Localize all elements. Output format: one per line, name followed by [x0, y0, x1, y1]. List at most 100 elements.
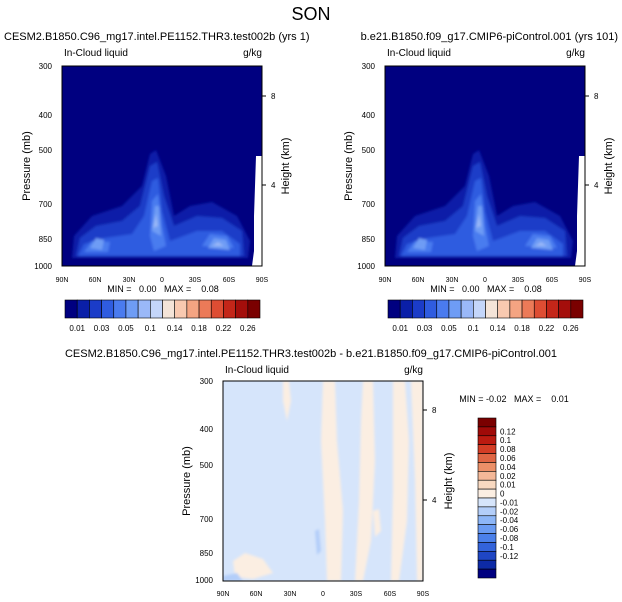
colorbar-swatch	[477, 435, 497, 445]
colorbar-label: 0.18	[514, 324, 530, 333]
panel-c-field	[223, 381, 423, 581]
panel-a-xtick: 90S	[256, 277, 269, 284]
panel-b-ytick: 700	[362, 200, 376, 209]
panel-c-field-label: In-Cloud liquid	[225, 365, 289, 376]
panel-b-ytick: 850	[362, 235, 376, 244]
colorbar-label: 0.1	[468, 324, 480, 333]
colorbar-swatch	[509, 299, 523, 319]
panel-a-stats: MIN = 0.00 MAX = 0.08	[107, 284, 219, 294]
colorbar-swatch	[521, 299, 535, 319]
panel-b-stats: MIN = 0.00 MAX = 0.08	[430, 284, 542, 294]
panel-a-right-tick: 4	[271, 181, 276, 190]
colorbar-label: 0.04	[500, 463, 516, 472]
colorbar-swatch	[424, 299, 438, 319]
colorbar-swatch	[546, 299, 559, 319]
panel-a-ylabel-right: Height (km)	[280, 138, 292, 195]
colorbar-label: -0.01	[500, 498, 519, 507]
colorbar-swatch	[558, 299, 572, 319]
colorbar-swatch	[387, 299, 401, 319]
panel-a-colorbar: 0.01 0.03 0.05 0.1 0.14 0.18 0.22 0.26	[64, 299, 261, 333]
colorbar-label: -0.12	[500, 552, 519, 561]
panel-c-xtick: 60N	[250, 591, 263, 598]
panel-b-plot	[385, 66, 585, 266]
colorbar-label: -0.08	[500, 534, 519, 543]
panel-b-xtick: 90S	[579, 277, 592, 284]
colorbar-swatch	[477, 417, 497, 428]
panel-b-ytick: 400	[362, 111, 376, 120]
colorbar-swatch	[64, 299, 78, 319]
colorbar-swatch	[76, 299, 90, 319]
colorbar-swatch	[186, 299, 200, 319]
colorbar-swatch	[247, 299, 261, 319]
colorbar-swatch	[235, 299, 249, 319]
panel-b-xtick: 60N	[412, 277, 425, 284]
colorbar-swatch	[477, 471, 497, 481]
colorbar-label: 0.22	[539, 324, 555, 333]
panel-b-right-tick: 4	[594, 181, 599, 190]
colorbar-swatch	[477, 524, 497, 534]
colorbar-label: 0.03	[94, 324, 110, 333]
panel-b-field-label: In-Cloud liquid	[387, 48, 451, 59]
colorbar-swatch	[137, 299, 151, 319]
panel-a-x-axis: 90N 60N 30N 0 30S 60S 90S	[56, 277, 269, 284]
colorbar-swatch	[477, 444, 497, 454]
panel-c-colorbar: 0.120.10.080.060.040.020.010-0.01-0.02-0…	[477, 417, 519, 579]
colorbar-label: 0	[500, 490, 505, 499]
panel-a-field	[62, 66, 262, 266]
colorbar-swatch	[198, 299, 212, 319]
colorbar-label: 0.1	[500, 436, 512, 445]
colorbar-swatch	[89, 299, 102, 319]
colorbar-swatch	[162, 299, 175, 319]
colorbar-swatch	[570, 299, 584, 319]
colorbar-label: 0.26	[240, 324, 256, 333]
colorbar-label: 0.08	[500, 445, 516, 454]
panel-a-title: CESM2.B1850.C96_mg17.intel.PE1152.THR3.t…	[4, 31, 310, 43]
panel-a-xtick: 30N	[123, 277, 136, 284]
panel-c-ytick: 500	[200, 461, 214, 470]
colorbar-swatch	[477, 497, 497, 508]
colorbar-label: 0.01	[69, 324, 85, 333]
panel-b-xtick: 90N	[379, 277, 392, 284]
panel-a-ytick: 700	[39, 200, 53, 209]
colorbar-swatch	[477, 568, 497, 579]
colorbar-swatch	[533, 299, 547, 319]
colorbar-swatch	[477, 533, 497, 543]
panel-c-ylabel-right: Height (km)	[443, 453, 455, 510]
panel-b-xtick: 60S	[546, 277, 559, 284]
colorbar-swatch	[477, 559, 497, 570]
panel-b-xtick: 30N	[446, 277, 459, 284]
colorbar-swatch	[101, 299, 115, 319]
colorbar-swatch	[473, 299, 486, 319]
colorbar-swatch	[477, 515, 497, 525]
panel-a-ytick: 300	[39, 62, 53, 71]
panel-a: CESM2.B1850.C96_mg17.intel.PE1152.THR3.t…	[4, 31, 310, 333]
colorbar-swatch	[460, 299, 474, 319]
panel-b-x-axis: 90N 60N 30N 0 30S 60S 90S	[379, 277, 592, 284]
panel-c-right-tick: 4	[432, 496, 437, 505]
panel-a-ytick: 400	[39, 111, 53, 120]
colorbar-swatch	[412, 299, 425, 319]
panel-c-frame	[222, 380, 424, 582]
panel-a-xtick: 30S	[189, 277, 202, 284]
colorbar-swatch	[477, 426, 497, 437]
colorbar-swatch	[477, 542, 497, 552]
colorbar-label: 0.1	[145, 324, 157, 333]
panel-b-field	[385, 66, 585, 266]
colorbar-swatch	[485, 299, 498, 319]
colorbar-label: 0.05	[441, 324, 457, 333]
panel-c-x-axis: 90N 60N 30N 0 30S 60S 90S	[217, 591, 430, 598]
colorbar-swatch	[436, 299, 450, 319]
panel-c-ytick: 700	[200, 515, 214, 524]
colorbar-label: 0.14	[167, 324, 183, 333]
colorbar-label: 0.06	[500, 454, 516, 463]
colorbar-swatch	[477, 479, 497, 490]
panel-a-xtick: 90N	[56, 277, 69, 284]
colorbar-swatch	[113, 299, 127, 319]
panel-b-right-axis: 8 4	[585, 92, 599, 190]
panel-a-right-axis: 8 4	[262, 92, 276, 190]
panel-c-title: CESM2.B1850.C96_mg17.intel.PE1152.THR3.t…	[65, 348, 557, 360]
panel-b-land-mask	[575, 156, 585, 266]
colorbar-swatch	[150, 299, 163, 319]
panel-a-units: g/kg	[243, 48, 262, 59]
colorbar-label: -0.04	[500, 516, 519, 525]
